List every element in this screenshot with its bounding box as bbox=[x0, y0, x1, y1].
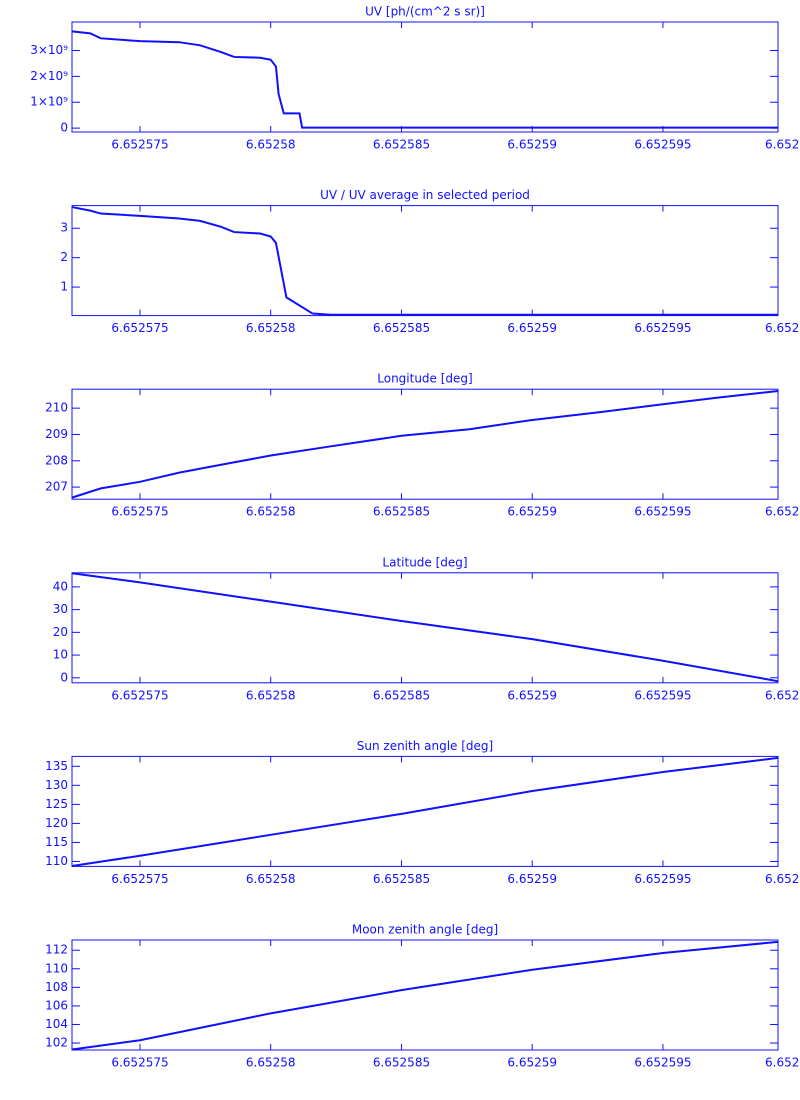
x-tick-label: 6.65258 bbox=[246, 1056, 296, 1070]
plot-frame bbox=[71, 572, 779, 684]
y-tick-label: 125 bbox=[45, 797, 68, 811]
panel-title: Latitude [deg] bbox=[382, 555, 467, 569]
panel-title: Longitude [deg] bbox=[377, 372, 472, 386]
y-tick-label: 106 bbox=[45, 998, 68, 1012]
panel-title: Moon zenith angle [deg] bbox=[352, 923, 498, 937]
x-tick-label: 6.652595 bbox=[634, 321, 691, 335]
x-tick-label: 6.652575 bbox=[111, 872, 168, 886]
x-tick-label: 6.652585 bbox=[373, 688, 430, 702]
x-tick-label: 6.652585 bbox=[373, 1056, 430, 1070]
panel-title: Sun zenith angle [deg] bbox=[357, 739, 493, 753]
x-tick-label: 6.652585 bbox=[373, 505, 430, 519]
y-tick-label: 102 bbox=[45, 1036, 68, 1050]
x-tick-label: 6.652595 bbox=[634, 505, 691, 519]
x-tick-label: 6.652600 bbox=[765, 1056, 800, 1070]
x-tick-label: 6.652600 bbox=[765, 872, 800, 886]
plot-frame bbox=[71, 939, 779, 1051]
y-tick-label: 1×10⁹ bbox=[30, 95, 68, 109]
y-tick-label: 30 bbox=[53, 602, 68, 616]
y-tick-label: 3 bbox=[60, 221, 68, 235]
x-tick-label: 6.65259 bbox=[507, 505, 557, 519]
x-tick-label: 6.652600 bbox=[765, 138, 800, 152]
plot-frame bbox=[71, 205, 779, 317]
y-tick-label: 135 bbox=[45, 759, 68, 773]
x-tick-label: 6.65258 bbox=[246, 688, 296, 702]
x-tick-label: 6.65259 bbox=[507, 872, 557, 886]
x-tick-label: 6.652595 bbox=[634, 872, 691, 886]
y-tick-label: 10 bbox=[53, 648, 68, 662]
x-tick-label: 6.65258 bbox=[246, 321, 296, 335]
y-tick-label: 120 bbox=[45, 816, 68, 830]
y-tick-label: 40 bbox=[53, 579, 68, 593]
y-tick-label: 104 bbox=[45, 1017, 68, 1031]
x-tick-label: 6.65258 bbox=[246, 138, 296, 152]
x-tick-label: 6.652600 bbox=[765, 321, 800, 335]
x-tick-label: 6.65258 bbox=[246, 505, 296, 519]
data-line bbox=[71, 30, 778, 129]
x-tick-label: 6.652575 bbox=[111, 321, 168, 335]
x-tick-label: 6.65258 bbox=[246, 872, 296, 886]
y-tick-label: 0 bbox=[60, 121, 68, 135]
data-line bbox=[71, 390, 779, 499]
x-tick-label: 6.65259 bbox=[507, 321, 557, 335]
y-tick-label: 0 bbox=[60, 670, 68, 684]
x-tick-label: 6.65259 bbox=[507, 1056, 557, 1070]
y-tick-label: 20 bbox=[53, 625, 68, 639]
x-tick-label: 6.652600 bbox=[765, 505, 800, 519]
data-line bbox=[71, 572, 779, 683]
data-line bbox=[71, 756, 779, 868]
x-tick-label: 6.652575 bbox=[111, 1056, 168, 1070]
x-tick-label: 6.652585 bbox=[373, 872, 430, 886]
x-tick-label: 6.652575 bbox=[111, 505, 168, 519]
x-tick-label: 6.652575 bbox=[111, 138, 168, 152]
data-line bbox=[71, 206, 778, 316]
y-tick-label: 1 bbox=[60, 280, 68, 294]
y-tick-label: 110 bbox=[45, 961, 68, 975]
x-tick-label: 6.652575 bbox=[111, 688, 168, 702]
x-tick-label: 6.652600 bbox=[765, 688, 800, 702]
x-tick-label: 6.652595 bbox=[634, 138, 691, 152]
plot-frame bbox=[71, 388, 779, 500]
y-tick-label: 209 bbox=[45, 427, 68, 441]
x-tick-label: 6.65259 bbox=[507, 688, 557, 702]
y-tick-label: 207 bbox=[45, 480, 68, 494]
y-tick-label: 3×10⁹ bbox=[30, 43, 68, 57]
plot-frame bbox=[71, 21, 779, 133]
panel-title: UV / UV average in selected period bbox=[320, 188, 530, 202]
y-tick-label: 110 bbox=[45, 854, 68, 868]
data-line bbox=[71, 940, 779, 1051]
y-tick-label: 208 bbox=[45, 453, 68, 467]
y-tick-label: 112 bbox=[45, 943, 68, 957]
y-tick-label: 210 bbox=[45, 401, 68, 415]
x-tick-label: 6.652595 bbox=[634, 1056, 691, 1070]
y-tick-label: 130 bbox=[45, 778, 68, 792]
y-tick-label: 115 bbox=[45, 835, 68, 849]
x-tick-label: 6.65259 bbox=[507, 138, 557, 152]
plot-frame bbox=[71, 755, 779, 867]
x-tick-label: 6.652585 bbox=[373, 321, 430, 335]
x-tick-label: 6.652585 bbox=[373, 138, 430, 152]
y-tick-label: 2 bbox=[60, 250, 68, 264]
panel-title: UV [ph/(cm^2 s sr)] bbox=[365, 5, 485, 19]
y-tick-label: 108 bbox=[45, 980, 68, 994]
y-tick-label: 2×10⁹ bbox=[30, 69, 68, 83]
x-tick-label: 6.652595 bbox=[634, 688, 691, 702]
